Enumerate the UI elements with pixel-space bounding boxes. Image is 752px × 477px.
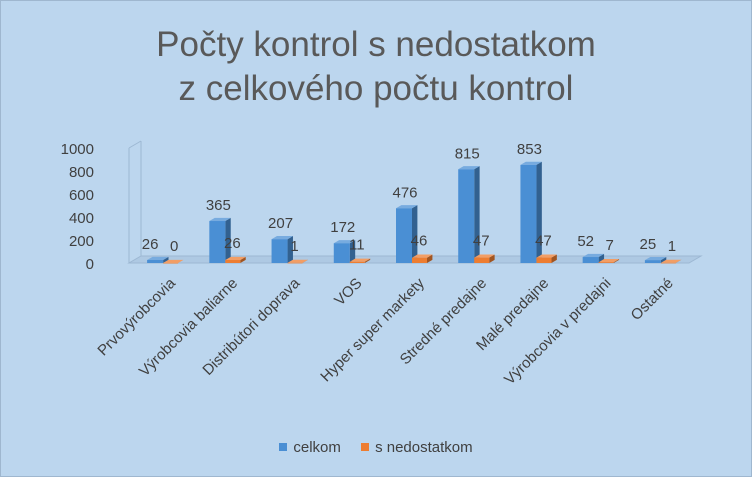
bar-series-1 bbox=[644, 260, 661, 263]
bar-series-1-side bbox=[163, 256, 169, 263]
data-label-series-2: 7 bbox=[605, 237, 613, 254]
bar-series-2 bbox=[598, 262, 614, 263]
data-label-series-2: 11 bbox=[349, 237, 365, 254]
bar-series-1-side bbox=[474, 166, 480, 263]
data-label-series-1: 815 bbox=[455, 145, 480, 162]
bar-series-1-top bbox=[333, 240, 356, 244]
bar-series-1-side bbox=[412, 205, 418, 263]
y-tick-label: 400 bbox=[69, 210, 94, 227]
bar-series-2-side bbox=[302, 259, 308, 263]
bar-series-1 bbox=[147, 260, 164, 263]
data-label-series-2: 47 bbox=[535, 233, 552, 250]
bar-series-1 bbox=[333, 243, 350, 263]
bar-series-2-side bbox=[675, 259, 682, 263]
bar-series-2-top bbox=[349, 258, 371, 262]
legend-label-series-1: celkom bbox=[293, 438, 341, 456]
bar-series-1-top bbox=[147, 256, 169, 261]
bar-series-2 bbox=[163, 263, 179, 264]
data-label-series-2: 0 bbox=[170, 238, 178, 255]
bar-series-2-side bbox=[613, 259, 620, 263]
bar-series-1-top bbox=[644, 256, 667, 261]
bar-series-2-side bbox=[240, 256, 246, 263]
legend-item-series-2: s nedostatkom bbox=[361, 439, 473, 456]
bar-series-1-top bbox=[520, 161, 542, 165]
x-category-label: Výrobcovia v predajni bbox=[501, 275, 614, 388]
x-category-label: VOS bbox=[331, 275, 365, 309]
data-label-series-1: 172 bbox=[330, 219, 355, 236]
bar-series-2 bbox=[225, 260, 241, 263]
bar-series-1 bbox=[582, 257, 599, 263]
bar-series-2 bbox=[349, 261, 365, 263]
data-label-series-1: 26 bbox=[142, 236, 159, 253]
y-tick-label: 1000 bbox=[61, 141, 94, 158]
data-label-series-2: 1 bbox=[668, 238, 676, 255]
bar-series-1-side bbox=[598, 253, 605, 263]
bar-series-1-top bbox=[396, 205, 418, 209]
y-tick-label: 0 bbox=[86, 256, 94, 273]
data-label-series-1: 52 bbox=[577, 233, 594, 250]
bar-series-2-top bbox=[287, 259, 308, 263]
data-label-series-2: 1 bbox=[290, 238, 298, 255]
bar-series-2-top bbox=[536, 254, 557, 258]
data-label-series-2: 26 bbox=[224, 235, 241, 252]
chart-title: Počty kontrol s nedostatkom z celkového … bbox=[1, 23, 751, 111]
bar-series-2 bbox=[412, 257, 427, 263]
x-category-label: Ostatné bbox=[628, 275, 677, 324]
bar-series-2-top bbox=[163, 259, 184, 263]
axis-corner bbox=[128, 140, 142, 149]
bar-series-1 bbox=[458, 169, 475, 263]
bar-series-2-side bbox=[427, 254, 433, 263]
bar-series-2 bbox=[660, 262, 676, 264]
y-tick-label: 800 bbox=[69, 164, 94, 181]
chart-title-line-2: z celkového počtu kontrol bbox=[178, 69, 574, 108]
legend-item-series-1: celkom bbox=[279, 439, 341, 456]
bar-series-2 bbox=[287, 262, 303, 264]
data-label-series-1: 365 bbox=[206, 197, 231, 214]
bar-series-1-side bbox=[225, 217, 231, 263]
bar-series-2-top bbox=[598, 259, 620, 263]
bar-series-2-top bbox=[225, 256, 246, 261]
bar-series-1-side bbox=[287, 236, 293, 263]
bar-series-2-top bbox=[660, 259, 682, 263]
legend-swatch-series-2 bbox=[361, 443, 370, 451]
data-label-series-1: 207 bbox=[268, 215, 293, 232]
data-label-series-1: 476 bbox=[392, 184, 417, 201]
bar-series-1-top bbox=[458, 166, 480, 170]
bar-series-1 bbox=[396, 208, 412, 263]
chart-legend: celkom s nedostatkom bbox=[1, 438, 751, 456]
data-label-series-1: 853 bbox=[517, 141, 542, 158]
y-tick-label: 600 bbox=[69, 187, 94, 204]
bar-series-1-top bbox=[271, 236, 293, 240]
bar-series-1-side bbox=[536, 161, 542, 263]
y-tick-label: 200 bbox=[69, 233, 94, 250]
data-label-series-2: 47 bbox=[473, 233, 490, 250]
x-category-label: Hyper super markety bbox=[317, 274, 428, 385]
legend-label-series-2: s nedostatkom bbox=[375, 438, 473, 456]
bar-series-2-side bbox=[364, 258, 371, 263]
bar-series-1 bbox=[520, 164, 537, 263]
bar-series-1-side bbox=[349, 240, 356, 263]
bar-series-2-top bbox=[412, 254, 433, 258]
chart-title-line-1: Počty kontrol s nedostatkom bbox=[156, 25, 596, 64]
bar-series-1 bbox=[209, 221, 226, 263]
bar-series-1 bbox=[271, 239, 288, 263]
bar-series-1-top bbox=[582, 253, 605, 258]
data-label-series-1: 25 bbox=[640, 236, 657, 253]
bar-series-2-top bbox=[474, 254, 495, 258]
bar-series-2 bbox=[536, 257, 552, 263]
bar-series-2-side bbox=[551, 254, 557, 263]
bar-series-2 bbox=[474, 257, 490, 263]
bar-series-1-side bbox=[660, 256, 667, 263]
bar-series-1-top bbox=[209, 217, 231, 222]
legend-swatch-series-1 bbox=[279, 443, 288, 451]
data-label-series-2: 46 bbox=[411, 233, 428, 250]
bar-series-2-side bbox=[489, 254, 495, 263]
